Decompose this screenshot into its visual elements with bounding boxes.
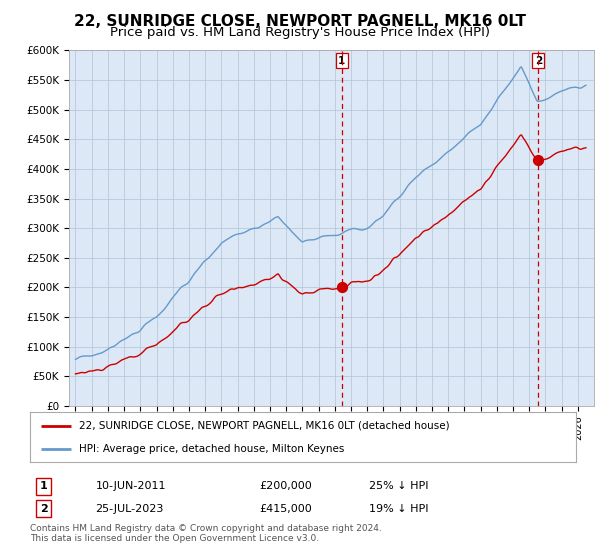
Text: 25-JUL-2023: 25-JUL-2023 [95,504,164,514]
Text: 22, SUNRIDGE CLOSE, NEWPORT PAGNELL, MK16 0LT: 22, SUNRIDGE CLOSE, NEWPORT PAGNELL, MK1… [74,14,526,29]
Text: Price paid vs. HM Land Registry's House Price Index (HPI): Price paid vs. HM Land Registry's House … [110,26,490,39]
Text: £415,000: £415,000 [259,504,312,514]
Text: 25% ↓ HPI: 25% ↓ HPI [368,482,428,491]
Text: 1: 1 [40,482,47,491]
Text: 2: 2 [40,504,47,514]
Text: HPI: Average price, detached house, Milton Keynes: HPI: Average price, detached house, Milt… [79,445,344,454]
Point [337,283,347,292]
Text: £200,000: £200,000 [259,482,312,491]
Text: 2: 2 [535,56,542,66]
Point [533,156,543,165]
Text: 22, SUNRIDGE CLOSE, NEWPORT PAGNELL, MK16 0LT (detached house): 22, SUNRIDGE CLOSE, NEWPORT PAGNELL, MK1… [79,421,450,431]
Text: 10-JUN-2011: 10-JUN-2011 [95,482,166,491]
Text: 19% ↓ HPI: 19% ↓ HPI [368,504,428,514]
Text: Contains HM Land Registry data © Crown copyright and database right 2024.
This d: Contains HM Land Registry data © Crown c… [30,524,382,543]
Text: 1: 1 [338,56,346,66]
